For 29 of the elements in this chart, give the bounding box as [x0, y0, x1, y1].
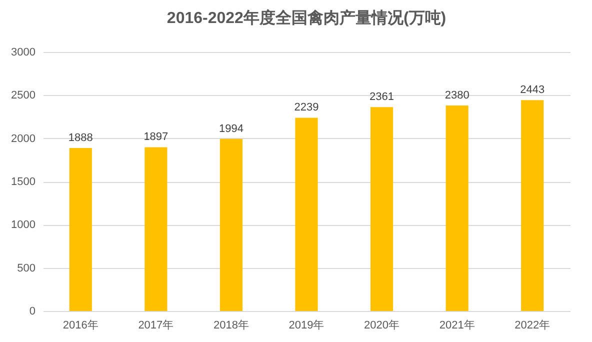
y-tick-label: 3000	[11, 46, 36, 58]
x-tick-label: 2020年	[364, 320, 400, 332]
x-tick-label: 2017年	[138, 320, 174, 332]
bar	[144, 147, 168, 311]
bar	[69, 148, 92, 311]
data-label: 2443	[520, 84, 545, 96]
data-label: 2380	[444, 90, 470, 102]
y-tick-label: 2000	[11, 132, 36, 145]
data-label: 2239	[294, 102, 319, 114]
bar	[370, 107, 394, 311]
bar	[446, 106, 468, 311]
y-tick-label: 0	[29, 306, 36, 318]
x-tick-label: 2022年	[514, 320, 550, 332]
chart-title: 2016-2022年度全国禽肉产量情况(万吨)	[166, 8, 446, 27]
data-label: 1897	[144, 131, 168, 144]
bar	[220, 138, 243, 311]
bar	[521, 100, 544, 311]
x-tick-label: 2021年	[439, 320, 475, 332]
x-tick-label: 2016年	[62, 320, 98, 332]
x-tick-label: 2019年	[288, 320, 324, 332]
data-label: 2361	[370, 91, 394, 104]
y-tick-label: 500	[17, 262, 36, 274]
data-label: 1994	[218, 122, 244, 135]
y-tick-label: 1500	[11, 176, 36, 188]
bar	[295, 118, 318, 311]
y-tick-label: 2500	[11, 90, 36, 102]
x-tick-label: 2018年	[213, 320, 249, 332]
data-label: 1888	[68, 132, 93, 144]
y-tick-label: 1000	[11, 219, 36, 232]
